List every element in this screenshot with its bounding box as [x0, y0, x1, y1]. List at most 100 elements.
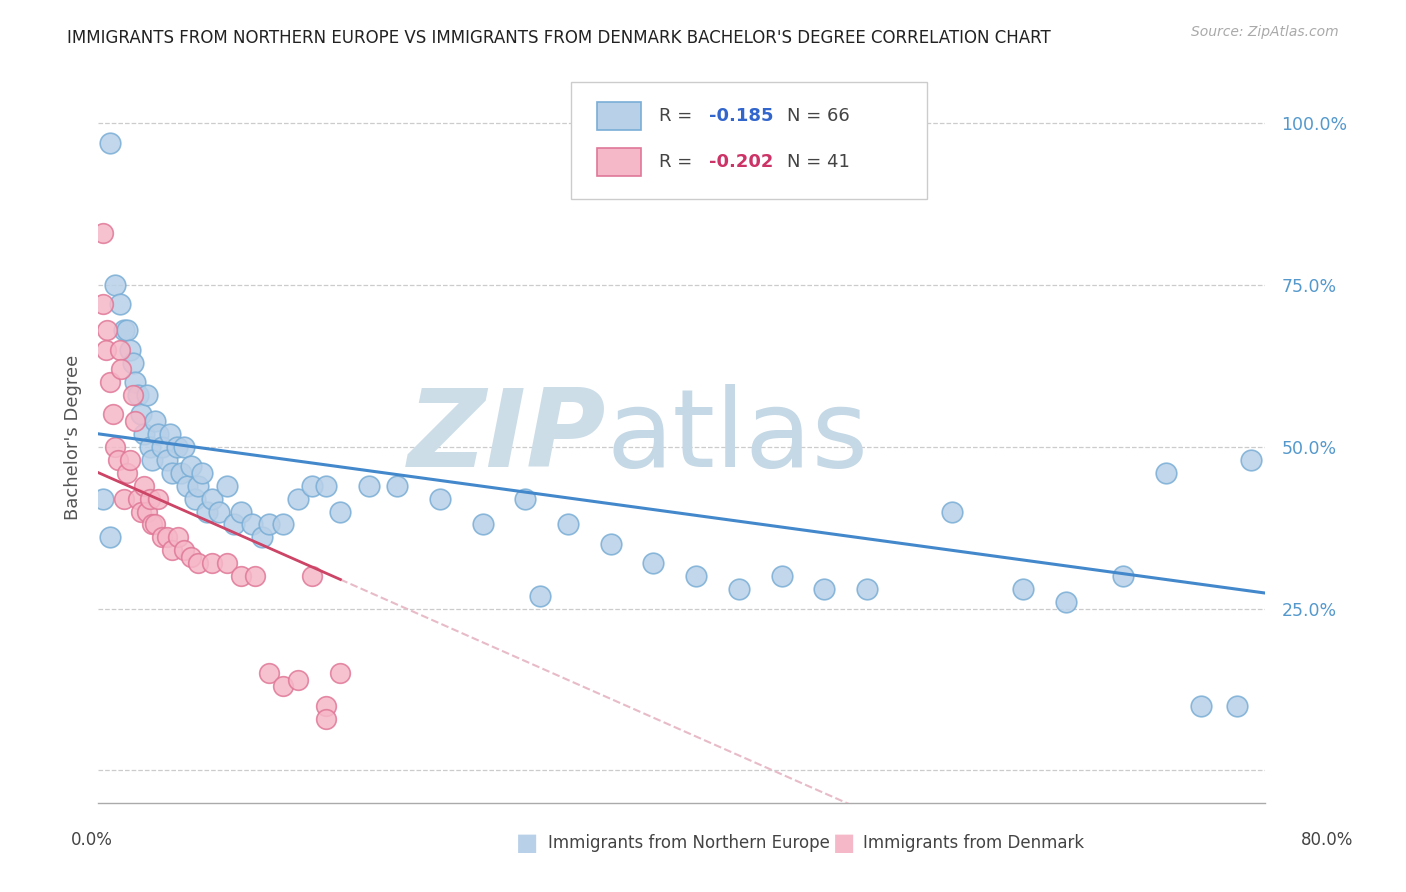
Point	[104, 440, 127, 454]
Point	[195, 504, 218, 518]
Point	[287, 673, 309, 687]
Point	[301, 569, 323, 583]
Point	[159, 426, 181, 441]
Point	[127, 491, 149, 506]
Point	[208, 504, 231, 518]
Text: ■: ■	[516, 831, 538, 855]
Point	[98, 136, 121, 150]
Text: R =: R =	[658, 153, 696, 171]
Point	[273, 517, 295, 532]
Point	[191, 466, 214, 480]
Point	[104, 277, 127, 292]
Point	[229, 569, 252, 583]
Text: R =: R =	[658, 107, 696, 125]
Point	[110, 362, 132, 376]
Point	[129, 504, 152, 518]
Point	[138, 440, 160, 454]
Point	[148, 491, 170, 506]
Text: ■: ■	[832, 831, 855, 855]
Point	[329, 666, 352, 681]
Text: Immigrants from Denmark: Immigrants from Denmark	[863, 834, 1084, 852]
Point	[118, 343, 141, 357]
Point	[243, 569, 266, 583]
Point	[152, 530, 174, 544]
Point	[240, 517, 263, 532]
Point	[141, 452, 163, 467]
Point	[1154, 466, 1177, 480]
Point	[287, 491, 309, 506]
Point	[121, 356, 143, 370]
Point	[1054, 595, 1077, 609]
Point	[94, 343, 117, 357]
Point	[124, 375, 146, 389]
Point	[180, 549, 202, 564]
Point	[173, 543, 195, 558]
Point	[1012, 582, 1035, 597]
Point	[599, 537, 621, 551]
Point	[148, 426, 170, 441]
Text: Immigrants from Northern Europe: Immigrants from Northern Europe	[548, 834, 830, 852]
Point	[152, 440, 174, 454]
Point	[250, 530, 273, 544]
Point	[301, 478, 323, 492]
Point	[162, 466, 184, 480]
Point	[515, 491, 537, 506]
Text: 0.0%: 0.0%	[70, 831, 112, 849]
Point	[143, 517, 166, 532]
Y-axis label: Bachelor's Degree: Bachelor's Degree	[63, 354, 82, 520]
Point	[135, 504, 157, 518]
Point	[357, 478, 380, 492]
Point	[173, 440, 195, 454]
Point	[229, 504, 252, 518]
Point	[96, 323, 118, 337]
Point	[215, 478, 238, 492]
Point	[138, 491, 160, 506]
Point	[187, 557, 209, 571]
Point	[156, 452, 179, 467]
Point	[257, 666, 280, 681]
Point	[91, 226, 114, 240]
Text: IMMIGRANTS FROM NORTHERN EUROPE VS IMMIGRANTS FROM DENMARK BACHELOR'S DEGREE COR: IMMIGRANTS FROM NORTHERN EUROPE VS IMMIG…	[67, 29, 1052, 46]
Point	[132, 478, 155, 492]
Point	[315, 712, 337, 726]
Point	[121, 388, 143, 402]
Point	[124, 414, 146, 428]
Point	[98, 375, 121, 389]
Point	[201, 557, 224, 571]
Point	[112, 323, 135, 337]
Point	[201, 491, 224, 506]
Point	[813, 582, 835, 597]
Point	[257, 517, 280, 532]
Text: Source: ZipAtlas.com: Source: ZipAtlas.com	[1191, 25, 1339, 39]
Point	[115, 466, 138, 480]
Point	[215, 557, 238, 571]
Bar	[596, 102, 641, 130]
Point	[91, 297, 114, 311]
Text: ZIP: ZIP	[408, 384, 606, 490]
Point	[941, 504, 963, 518]
Point	[727, 582, 749, 597]
Text: N = 41: N = 41	[787, 153, 849, 171]
Point	[180, 459, 202, 474]
Point	[315, 698, 337, 713]
Point	[387, 478, 409, 492]
Point	[132, 426, 155, 441]
Point	[187, 478, 209, 492]
Text: 80.0%: 80.0%	[1301, 831, 1354, 849]
Point	[98, 530, 121, 544]
Point	[115, 323, 138, 337]
Text: -0.202: -0.202	[709, 153, 773, 171]
Point	[643, 557, 665, 571]
Point	[112, 491, 135, 506]
Text: -0.185: -0.185	[709, 107, 773, 125]
Point	[1189, 698, 1212, 713]
Point	[315, 478, 337, 492]
Point	[222, 517, 245, 532]
Point	[108, 343, 131, 357]
Point	[170, 466, 193, 480]
Point	[162, 543, 184, 558]
Point	[107, 452, 129, 467]
Point	[856, 582, 879, 597]
Point	[118, 452, 141, 467]
Point	[529, 589, 551, 603]
